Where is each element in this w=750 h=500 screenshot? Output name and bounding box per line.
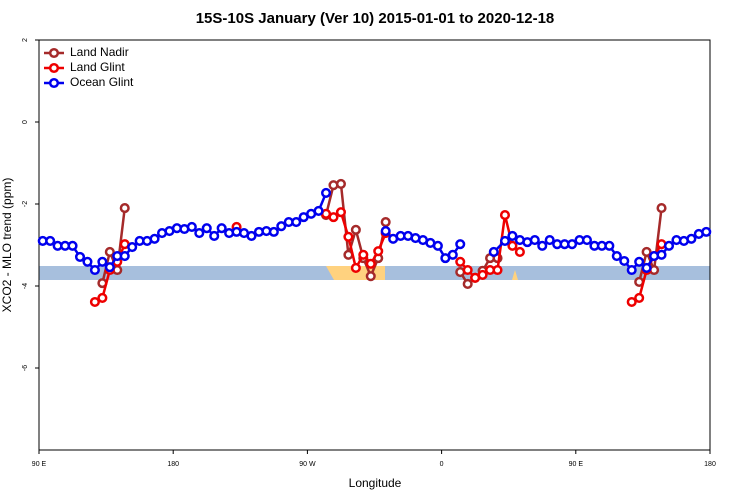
data-point	[276, 221, 287, 232]
data-point	[216, 223, 227, 234]
data-point	[626, 296, 637, 308]
data-point	[507, 240, 518, 251]
data-point	[514, 246, 525, 258]
x-tick-label: 180	[167, 461, 179, 468]
data-point	[634, 256, 645, 267]
data-point	[186, 221, 197, 233]
data-point	[544, 235, 555, 246]
data-point	[641, 246, 652, 258]
data-point	[350, 224, 361, 235]
data-point	[663, 240, 675, 251]
data-point	[209, 230, 220, 242]
x-tick-label: 90 W	[299, 461, 316, 468]
x-tick-label: 90 E	[569, 461, 584, 468]
data-point	[291, 216, 302, 228]
data-point	[455, 256, 466, 267]
data-point	[488, 246, 499, 258]
y-tick-label: -2	[22, 201, 29, 207]
data-point	[373, 246, 384, 257]
y-tick-label: 0	[22, 120, 29, 124]
data-point	[97, 256, 108, 267]
data-point	[499, 235, 511, 246]
data-point	[462, 278, 473, 290]
data-point	[380, 226, 391, 237]
data-point	[335, 207, 347, 218]
data-point	[119, 203, 130, 214]
legend-label: Land Nadir	[70, 45, 129, 59]
data-point	[82, 256, 93, 267]
legend-marker	[48, 77, 60, 89]
data-point	[455, 239, 466, 250]
legend-label: Ocean Glint	[70, 75, 134, 89]
data-point	[581, 235, 593, 246]
data-point	[201, 223, 212, 234]
data-point	[365, 258, 376, 269]
data-point	[701, 226, 712, 237]
data-point	[335, 178, 347, 189]
data-point	[686, 233, 697, 244]
x-tick-label: 90 E	[32, 461, 47, 468]
x-tick-label: 180	[704, 461, 716, 468]
y-tick-label: -6	[22, 365, 29, 371]
data-point	[499, 210, 511, 221]
plot-frame	[38, 39, 711, 451]
data-point	[74, 251, 86, 262]
data-point	[365, 271, 376, 282]
data-point	[149, 233, 160, 244]
data-point	[641, 262, 652, 274]
data-point	[246, 230, 257, 242]
data-point	[604, 240, 615, 251]
data-point	[626, 264, 637, 276]
data-point	[119, 251, 130, 262]
data-point	[89, 296, 100, 308]
legend-label: Land Glint	[70, 60, 125, 74]
legend-marker	[48, 47, 60, 59]
data-point	[328, 212, 339, 223]
data-point	[462, 264, 473, 276]
data-point	[89, 264, 100, 276]
y-tick-label: -4	[22, 283, 29, 289]
data-point	[529, 235, 540, 246]
data-point	[320, 187, 332, 198]
data-point	[611, 251, 622, 262]
data-point	[104, 246, 115, 258]
data-point	[104, 262, 115, 273]
chart-title: 15S-10S January (Ver 10) 2015-01-01 to 2…	[196, 10, 555, 27]
data-point	[350, 262, 361, 274]
data-point	[507, 230, 518, 242]
data-point	[477, 269, 488, 280]
x-axis-label: Longitude	[349, 476, 402, 490]
data-point	[619, 255, 630, 267]
data-point	[67, 240, 78, 251]
data-point	[194, 228, 205, 239]
data-point	[358, 249, 369, 260]
data-point	[537, 240, 548, 251]
data-point	[656, 203, 667, 214]
data-point	[656, 249, 667, 260]
y-axis-label: XCO2 - MLO trend (ppm)	[0, 178, 14, 313]
data-point	[45, 235, 56, 246]
region-band-land	[512, 270, 518, 280]
data-point	[567, 239, 578, 250]
data-point	[268, 226, 279, 237]
data-point	[447, 249, 458, 260]
data-point	[127, 242, 138, 253]
x-tick-label: 0	[440, 461, 444, 468]
data-point	[343, 231, 354, 242]
data-point	[432, 240, 443, 251]
data-point	[492, 264, 503, 276]
data-point	[634, 292, 645, 303]
data-point	[380, 216, 391, 228]
y-tick-label: 2	[22, 38, 29, 42]
data-point	[97, 292, 108, 303]
legend-marker	[48, 62, 60, 74]
data-point	[313, 205, 324, 217]
